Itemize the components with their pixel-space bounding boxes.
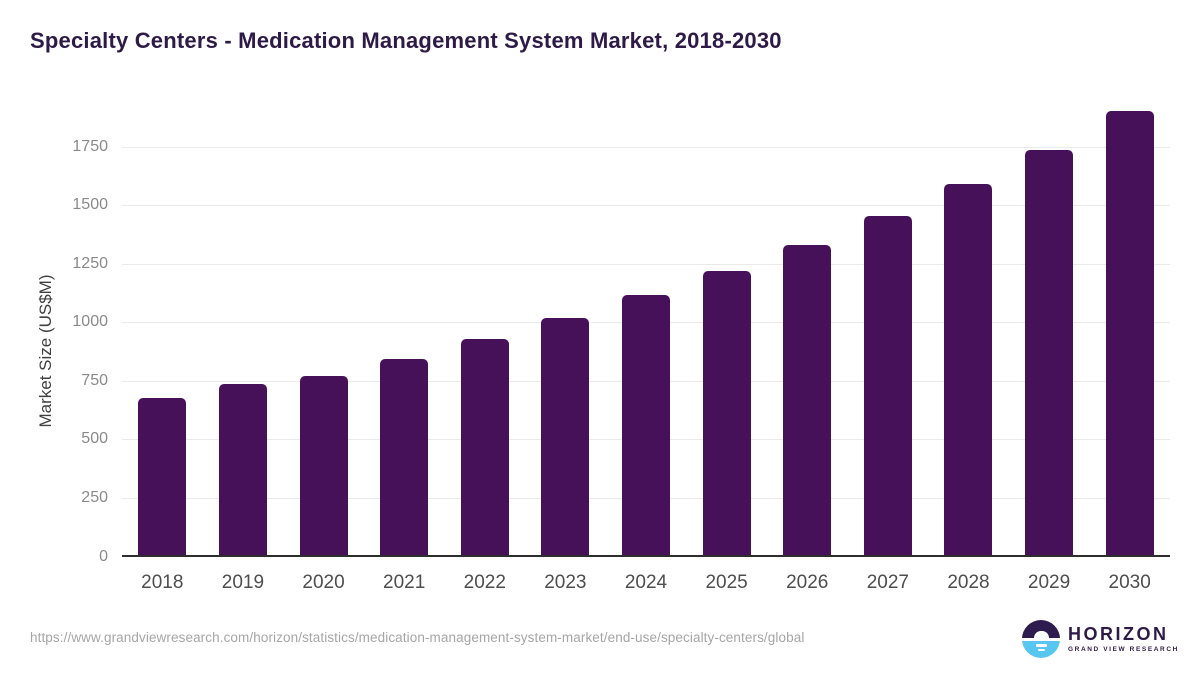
x-tick-2020: 2020: [302, 572, 345, 593]
bar-2023[interactable]: [541, 317, 590, 557]
x-tick-2021: 2021: [383, 572, 426, 593]
x-tick-2028: 2028: [947, 572, 990, 593]
y-tick-500: 500: [81, 430, 108, 448]
bar-2022[interactable]: [460, 338, 509, 557]
gridline-1250: [122, 263, 1170, 265]
chart-title: Specialty Centers - Medication Managemen…: [30, 28, 782, 53]
x-tick-2030: 2030: [1108, 572, 1151, 593]
horizon-logo-icon: [1022, 620, 1060, 658]
y-tick-250: 250: [81, 488, 108, 506]
y-tick-1000: 1000: [72, 313, 108, 331]
logo-brand-text: HORIZON: [1068, 624, 1169, 645]
x-tick-2027: 2027: [866, 572, 909, 593]
x-tick-2024: 2024: [624, 572, 668, 593]
y-axis-title: Market Size (US$M): [36, 274, 55, 428]
bar-2021[interactable]: [380, 358, 429, 557]
gridline-1500: [122, 205, 1170, 207]
bar-2029[interactable]: [1025, 150, 1074, 557]
bar-2020[interactable]: [299, 376, 348, 557]
bar-2026[interactable]: [783, 244, 832, 557]
horizon-logo: HORIZON GRAND VIEW RESEARCH: [1022, 620, 1179, 658]
x-tick-2019: 2019: [221, 572, 265, 593]
x-tick-2026: 2026: [786, 572, 829, 593]
x-tick-2029: 2029: [1027, 572, 1071, 593]
x-tick-2018: 2018: [141, 572, 184, 593]
bar-2024[interactable]: [622, 295, 670, 557]
x-tick-2023: 2023: [544, 572, 587, 593]
bar-2019[interactable]: [218, 384, 267, 557]
x-tick-2025: 2025: [705, 572, 748, 593]
y-tick-1500: 1500: [72, 196, 108, 214]
bar-2027[interactable]: [863, 215, 912, 557]
x-tick-2022: 2022: [463, 572, 506, 593]
logo-subtitle-text: GRAND VIEW RESEARCH: [1068, 645, 1179, 653]
x-axis-line: [122, 555, 1170, 557]
y-tick-0: 0: [99, 547, 108, 565]
y-tick-1250: 1250: [72, 254, 108, 272]
y-tick-1750: 1750: [72, 137, 108, 155]
bar-2018[interactable]: [138, 398, 187, 557]
y-tick-750: 750: [81, 371, 108, 389]
gridline-1750: [122, 146, 1170, 148]
bar-2025[interactable]: [702, 270, 751, 557]
bar-2030[interactable]: [1105, 111, 1154, 557]
bar-2028[interactable]: [944, 183, 993, 557]
source-url: https://www.grandviewresearch.com/horizo…: [30, 630, 805, 645]
